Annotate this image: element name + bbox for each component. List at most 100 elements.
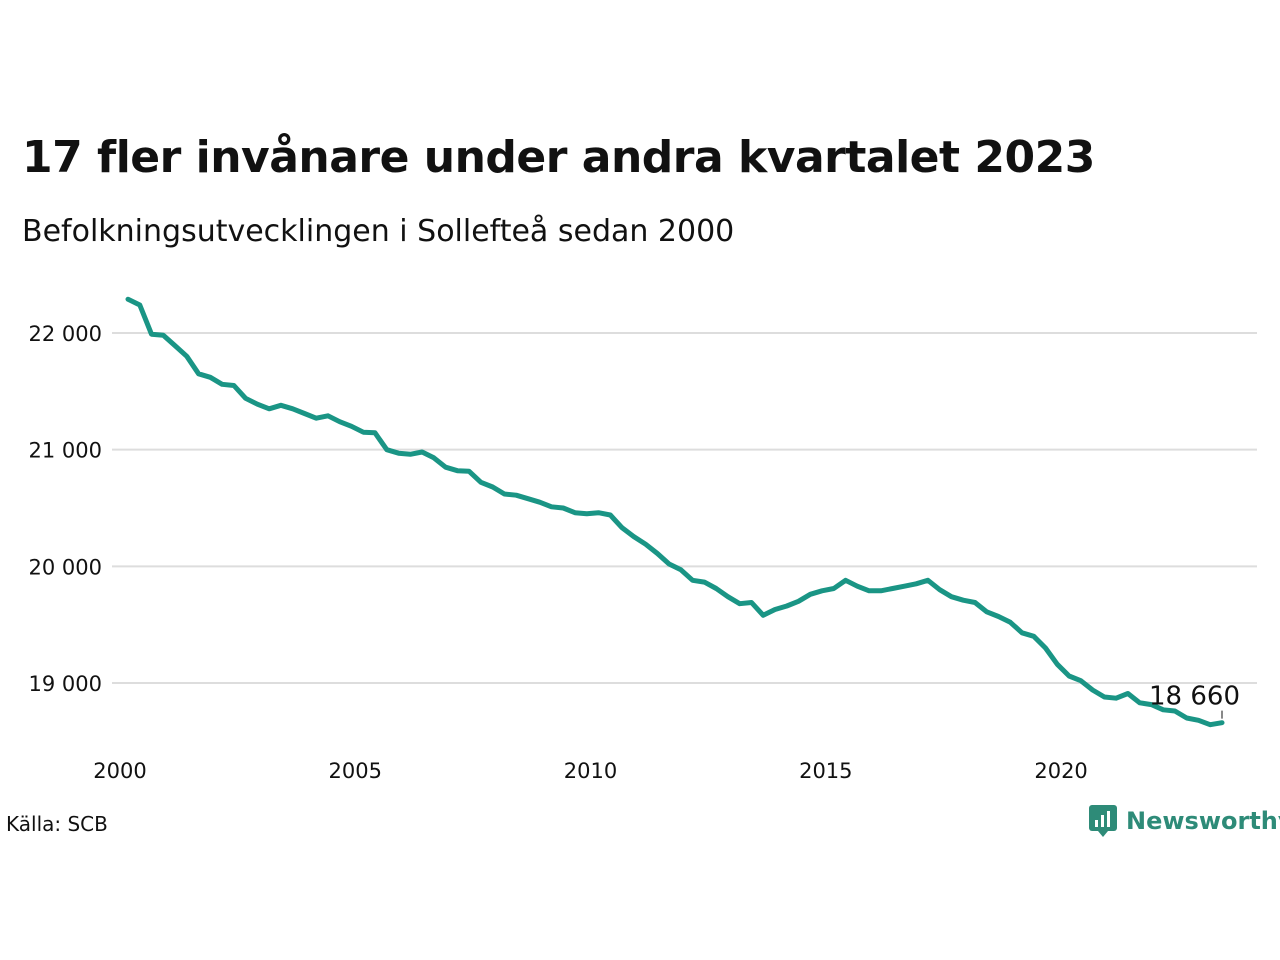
data-point <box>302 411 307 416</box>
data-point <box>278 403 283 408</box>
data-point <box>149 332 154 337</box>
x-tick-label: 2010 <box>564 759 617 783</box>
data-point <box>408 452 413 457</box>
data-point <box>984 609 989 614</box>
data-point <box>702 580 707 585</box>
data-point <box>431 455 436 460</box>
data-point <box>690 578 695 583</box>
y-axis-ticks: 19 000 20 000 21 000 22 000 <box>29 322 102 696</box>
data-point <box>878 588 883 593</box>
data-point <box>326 413 331 418</box>
data-point <box>337 419 342 424</box>
data-point <box>937 587 942 592</box>
data-point <box>855 584 860 589</box>
data-point <box>808 592 813 597</box>
data-point <box>890 586 895 591</box>
x-tick-label: 2000 <box>93 759 146 783</box>
newsworthy-logo-icon <box>1089 805 1117 837</box>
data-point <box>220 382 225 387</box>
data-point <box>1125 691 1130 696</box>
data-point <box>243 396 248 401</box>
data-point <box>208 375 213 380</box>
data-point <box>996 614 1001 619</box>
data-point <box>773 607 778 612</box>
data-point <box>161 333 166 338</box>
data-point <box>526 496 531 501</box>
data-point <box>561 506 566 511</box>
data-point <box>184 354 189 359</box>
data-point <box>361 430 366 435</box>
data-point <box>631 534 636 539</box>
data-point <box>384 447 389 452</box>
data-point <box>820 588 825 593</box>
x-tick-label: 2020 <box>1034 759 1087 783</box>
data-point <box>725 594 730 599</box>
chart-title: 17 fler invånare under andra kvartalet 2… <box>22 132 1095 183</box>
data-point <box>584 511 589 516</box>
y-tick-label: 21 000 <box>29 439 102 463</box>
data-point <box>1067 674 1072 679</box>
data-point <box>373 430 378 435</box>
data-point <box>1208 722 1213 727</box>
data-point <box>255 402 260 407</box>
data-point <box>1031 634 1036 639</box>
data-point <box>420 450 425 455</box>
chart-subtitle: Befolkningsutvecklingen i Sollefteå seda… <box>22 214 735 249</box>
data-point <box>867 588 872 593</box>
data-point <box>267 406 272 411</box>
end-value-label: 18 660 <box>1149 682 1240 712</box>
data-point <box>1078 678 1083 683</box>
data-point <box>655 551 660 556</box>
data-point <box>1102 695 1107 700</box>
data-point <box>843 578 848 583</box>
data-point <box>1020 630 1025 635</box>
data-point <box>349 424 354 429</box>
data-point <box>467 469 472 474</box>
data-point <box>678 567 683 572</box>
data-point <box>1196 718 1201 723</box>
data-point <box>173 343 178 348</box>
data-point <box>290 406 295 411</box>
newsworthy-logo: Newsworthy <box>1088 804 1280 838</box>
y-tick-label: 22 000 <box>29 322 102 346</box>
y-tick-label: 19 000 <box>29 672 102 696</box>
data-point <box>1137 700 1142 705</box>
data-point <box>1090 688 1095 693</box>
data-point <box>784 604 789 609</box>
data-point <box>961 598 966 603</box>
data-point <box>925 578 930 583</box>
data-point <box>761 613 766 618</box>
data-point <box>314 416 319 421</box>
data-point <box>1184 716 1189 721</box>
end-label-layer: 18 660 <box>1149 682 1240 719</box>
data-point <box>1043 646 1048 651</box>
data-point <box>714 586 719 591</box>
data-point <box>196 371 201 376</box>
data-point <box>902 584 907 589</box>
data-point <box>478 480 483 485</box>
y-tick-label: 20 000 <box>29 555 102 579</box>
x-axis-ticks: 2000 2005 2010 2015 2020 <box>93 759 1088 783</box>
data-point <box>608 513 613 518</box>
data-point <box>455 468 460 473</box>
data-point <box>137 303 142 308</box>
data-point <box>973 600 978 605</box>
data-point <box>949 594 954 599</box>
data-point <box>667 562 672 567</box>
data-point <box>1114 696 1119 701</box>
data-point <box>443 465 448 470</box>
data-point <box>1220 720 1225 725</box>
data-point <box>737 601 742 606</box>
data-point <box>596 510 601 515</box>
data-point <box>490 485 495 490</box>
x-tick-label: 2015 <box>799 759 852 783</box>
grid-lines <box>112 332 1257 684</box>
source-note: Källa: SCB <box>6 812 108 836</box>
data-point <box>126 297 131 302</box>
data-point <box>396 451 401 456</box>
data-point <box>502 492 507 497</box>
data-point <box>549 504 554 509</box>
data-point <box>1055 662 1060 667</box>
series-line <box>125 296 1225 728</box>
data-point <box>749 600 754 605</box>
